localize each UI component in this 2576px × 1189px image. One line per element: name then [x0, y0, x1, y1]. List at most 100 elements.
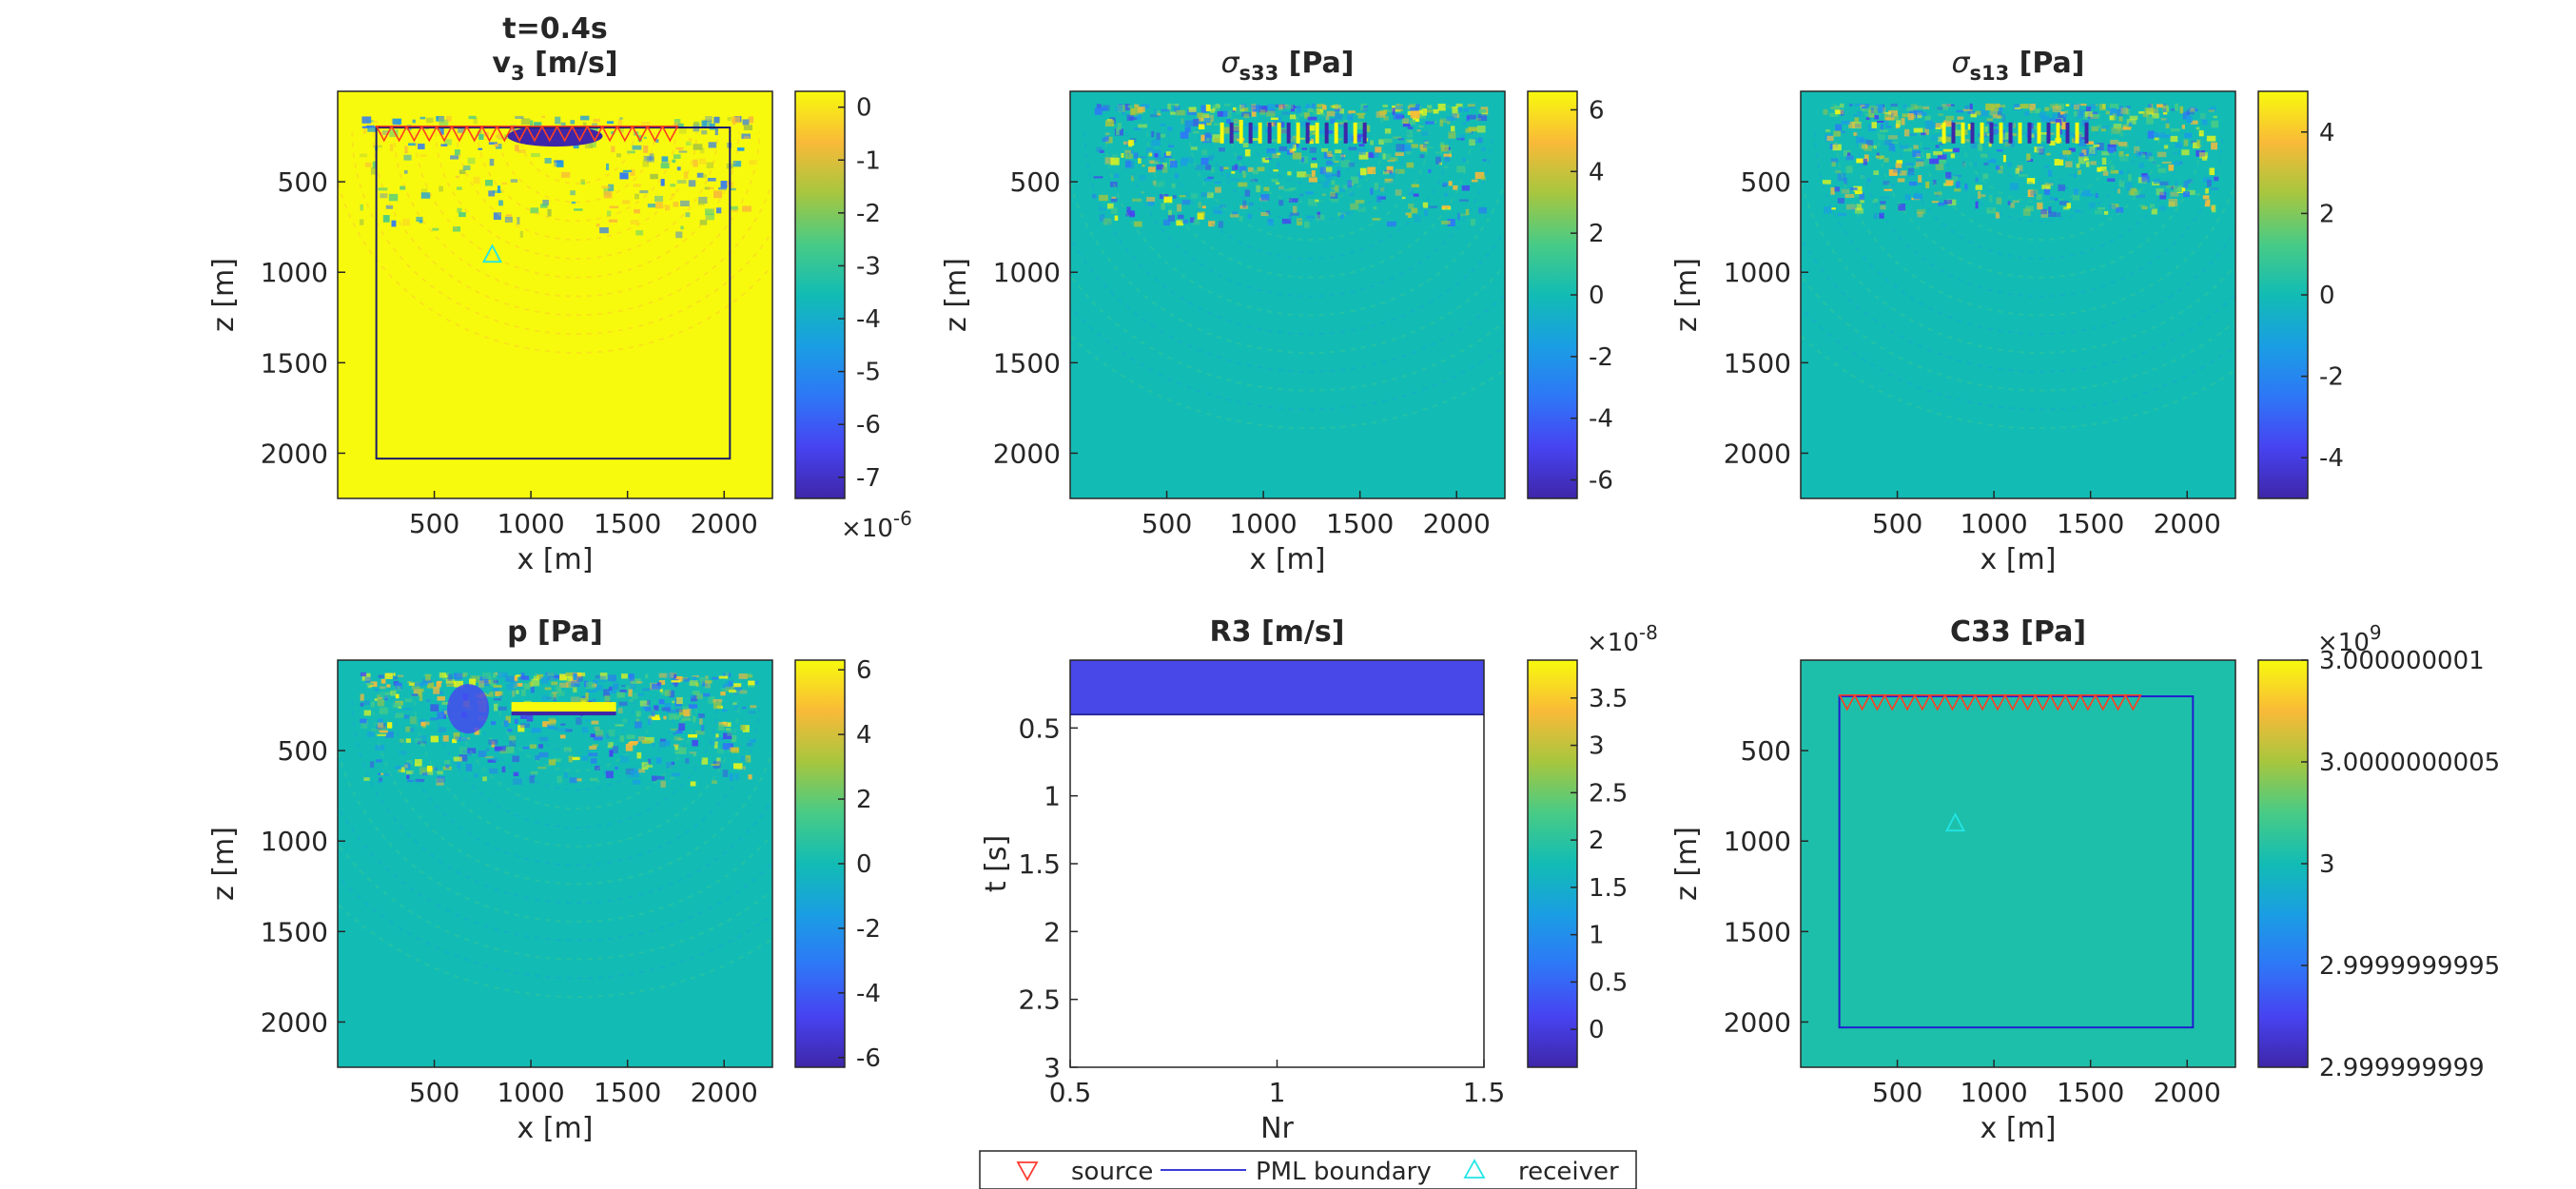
colorbar-tick-label: 0	[1589, 1016, 1605, 1044]
source-marker	[571, 125, 589, 143]
y-tick-label: 1500	[1724, 347, 1791, 379]
panel-6: 500 1000 1500 2000 500 1000 1500 2000 x [m] z [m]…	[1670, 615, 2500, 1145]
source-marker	[1868, 693, 1886, 711]
colorbar-tick-label: 0	[2319, 282, 2335, 310]
y-axis-label: t [s]	[980, 835, 1013, 892]
plot-area	[1070, 660, 1484, 1067]
colorbar-tick-label: 4	[856, 721, 872, 750]
y-tick-label: 500	[278, 166, 328, 198]
y-tick-label: 1.5	[1018, 848, 1061, 880]
x-tick-label: 1	[1269, 1077, 1286, 1108]
x-tick-label: 500	[1872, 1077, 1922, 1108]
colorbar-tick-label: -6	[856, 1044, 881, 1073]
colorbar-tick-label: 6	[856, 656, 872, 685]
colorbar-tick-label: -2	[856, 915, 881, 944]
x-tick-label: 1.5	[1463, 1077, 1506, 1108]
x-tick-label: 2000	[691, 1077, 758, 1108]
source-marker	[1958, 693, 1977, 711]
source-marker	[450, 125, 469, 143]
source-marker	[480, 125, 498, 143]
source-marker	[1913, 693, 1932, 711]
source-marker	[435, 125, 454, 143]
source-marker	[375, 125, 394, 143]
y-tick-label: 2000	[1724, 438, 1791, 469]
legend-label: source	[1071, 1158, 1153, 1186]
x-tick-label: 500	[409, 1077, 459, 1108]
source-marker	[1988, 693, 2007, 711]
source-marker	[390, 125, 408, 143]
x-tick-label: 1500	[2057, 1077, 2124, 1108]
colorbar-tick-label: -2	[856, 200, 881, 228]
colorbar-tick-label: 4	[2319, 119, 2335, 147]
colorbar-tick-label: 2	[856, 786, 872, 814]
x-axis-label: x [m]	[1981, 543, 2057, 576]
axes-frame	[1800, 90, 2236, 499]
axes-frame	[1800, 659, 2236, 1068]
x-tick-label: 1500	[594, 508, 661, 539]
source-marker	[2109, 693, 2127, 711]
source-marker	[1928, 693, 1947, 711]
colorbar-tick-label: 0.5	[1589, 968, 1628, 997]
source-marker	[2003, 693, 2022, 711]
y-axis-label: z [m]	[207, 258, 241, 332]
panel-2: 500 1000 1500 2000 500 1000 1500 2000 x [m] z [m]…	[940, 47, 1613, 576]
colorbar-tick-label: 2.9999999995	[2319, 952, 2500, 981]
colorbar-tick-label: -4	[856, 980, 881, 1008]
y-tick-label: 1000	[261, 257, 328, 288]
colorbar-tick-label: 3.0000000005	[2319, 749, 2500, 777]
pml-boundary	[375, 127, 732, 460]
y-tick-label: 1500	[261, 916, 328, 947]
wavefield	[1070, 103, 1505, 430]
legend-box	[979, 1150, 1637, 1189]
receiver-marker	[1944, 812, 1965, 832]
source-marker	[646, 125, 664, 143]
plot-area	[1801, 91, 2235, 498]
y-axis-label: z [m]	[207, 827, 241, 901]
source-marker	[631, 125, 650, 143]
colorbar-tick-label: 2	[2319, 200, 2335, 228]
colorbar-tick-label: -2	[1589, 343, 1613, 372]
x-axis-label: x [m]	[1250, 543, 1326, 576]
y-tick-label: 2	[1044, 916, 1061, 947]
y-tick-label: 500	[1741, 735, 1791, 767]
y-axis-label: z [m]	[1670, 258, 1704, 332]
colorbar	[2257, 90, 2309, 499]
source-marker	[1883, 693, 1902, 711]
colorbar-tick-label: 4	[1589, 158, 1605, 186]
colorbar-tick-label: -3	[856, 252, 881, 281]
colorbar-tick-label: 3	[2319, 850, 2335, 879]
source-marker	[556, 125, 574, 143]
colorbar-tick-label: -6	[1589, 467, 1613, 496]
source-marker	[495, 125, 514, 143]
colorbar	[794, 90, 846, 499]
source-marker	[2019, 693, 2037, 711]
x-axis-label: x [m]	[1981, 1112, 2057, 1145]
source-marker	[585, 125, 604, 143]
plot-area	[338, 91, 772, 498]
y-tick-label: 2000	[261, 1006, 328, 1038]
source-marker	[661, 125, 679, 143]
colorbar-tick-label: -4	[1589, 405, 1613, 434]
panel-title: C33 [Pa]	[1950, 615, 2086, 649]
panel-3: 500 1000 1500 2000 500 1000 1500 2000 x [m] z [m]…	[1670, 47, 2344, 576]
colorbar	[1527, 90, 1578, 499]
receiver-marker	[481, 244, 502, 263]
y-tick-label: 1500	[261, 347, 328, 379]
panel-title: R3 [m/s]	[1210, 615, 1345, 649]
source-marker	[465, 125, 484, 143]
source-marker	[1973, 693, 1992, 711]
source-marker	[525, 125, 544, 143]
wavefield	[1801, 103, 2235, 430]
legend-receiver-icon	[1463, 1159, 1486, 1179]
plot-area	[1801, 660, 2235, 1067]
pml-boundary	[1838, 695, 2195, 1029]
colorbar-tick-label: 1	[1589, 922, 1605, 950]
colorbar-tick-label: -5	[856, 359, 881, 387]
colorbar	[794, 659, 846, 1068]
y-tick-label: 2000	[1724, 1006, 1791, 1038]
colorbar-tick-label: 0	[856, 850, 872, 879]
legend: source PML boundary receiver	[979, 1150, 1637, 1189]
panel-4: 500 1000 1500 2000 500 1000 1500 2000 x [m] z [m]…	[207, 615, 881, 1145]
source-marker	[510, 125, 529, 143]
